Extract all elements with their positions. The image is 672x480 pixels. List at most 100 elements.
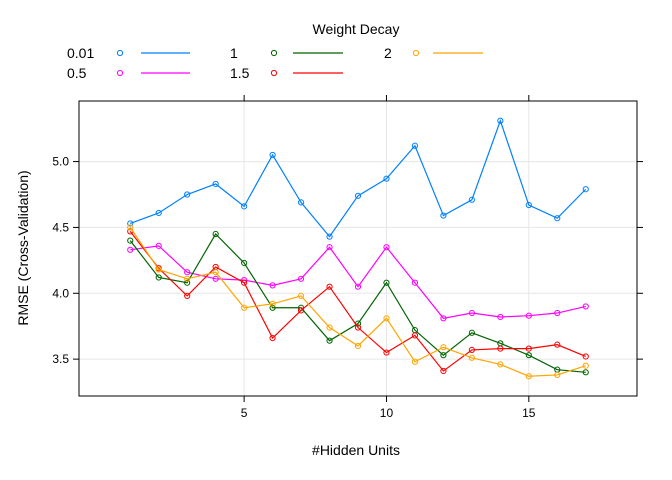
data-point: [497, 117, 504, 124]
series-group: [127, 117, 589, 380]
data-point: [582, 353, 589, 360]
data-point: [468, 354, 475, 361]
x-tick-label: 10: [380, 406, 394, 420]
data-point: [525, 352, 532, 359]
y-tick-label: 4.0: [52, 286, 69, 300]
data-point: [582, 303, 589, 310]
data-point: [269, 334, 276, 342]
data-point: [297, 307, 305, 314]
data-point: [326, 324, 333, 331]
legend-label: 1: [230, 45, 238, 61]
data-point: [554, 341, 561, 348]
data-point: [525, 345, 532, 352]
data-point: [184, 269, 191, 276]
legend-marker: [116, 49, 124, 57]
data-point: [155, 242, 162, 249]
data-point: [212, 180, 219, 188]
data-point: [269, 304, 276, 311]
data-point: [155, 266, 162, 273]
data-point: [497, 313, 504, 321]
data-point: [383, 175, 390, 182]
data-point: [554, 371, 561, 379]
data-point: [497, 361, 504, 368]
legend-marker: [412, 49, 420, 57]
data-point: [525, 373, 532, 380]
data-point: [155, 274, 162, 281]
data-point: [326, 283, 333, 290]
data-point: [468, 196, 475, 203]
data-point: [241, 304, 248, 311]
data-point: [326, 233, 333, 240]
data-point: [440, 212, 447, 219]
series-line: [129, 231, 586, 372]
data-point: [326, 337, 333, 344]
legend-label: 2: [384, 45, 392, 61]
series-line: [130, 118, 587, 238]
data-point: [440, 352, 447, 359]
data-point: [184, 279, 191, 286]
data-point: [269, 282, 276, 289]
data-point: [354, 192, 362, 199]
data-point: [468, 309, 475, 317]
legend-title: Weight Decay: [313, 21, 400, 37]
data-point: [582, 369, 589, 376]
data-point: [497, 345, 504, 352]
plot-frame: [78, 100, 638, 397]
legend-marker: [270, 49, 278, 57]
data-point: [127, 220, 134, 227]
data-point: [269, 151, 276, 159]
legend-label: 1.5: [230, 65, 250, 81]
data-point: [554, 215, 561, 222]
data-point: [212, 230, 219, 238]
x-tick-label: 15: [522, 406, 536, 420]
data-point: [184, 191, 191, 198]
data-point: [440, 367, 447, 375]
data-point: [326, 244, 333, 251]
data-point: [127, 237, 134, 244]
y-axis-label: RMSE (Cross-Validation): [15, 170, 31, 325]
y-tick-label: 5.0: [52, 155, 69, 169]
data-point: [582, 362, 589, 369]
data-point: [383, 315, 390, 322]
data-point: [411, 279, 419, 286]
legend-marker: [116, 69, 124, 77]
grid: [79, 101, 637, 396]
data-point: [411, 332, 419, 339]
data-point: [582, 186, 589, 193]
data-point: [297, 275, 305, 282]
data-point: [440, 315, 447, 322]
data-point: [297, 199, 305, 206]
x-axis-label: #Hidden Units: [312, 442, 400, 458]
data-point: [354, 342, 362, 350]
data-point: [297, 292, 305, 300]
series-line: [129, 227, 586, 377]
data-point: [212, 269, 219, 276]
series-line: [129, 233, 586, 373]
data-point: [411, 142, 419, 149]
data-point: [383, 279, 390, 286]
data-point: [127, 246, 134, 253]
legend: 0.01 0.5 1 1.5 2: [67, 45, 483, 81]
data-point: [241, 279, 248, 286]
data-point: [155, 209, 162, 217]
data-point: [554, 309, 561, 317]
axis-ticks: 5 10 15 3.5 4.0 4.5 5.0: [52, 95, 643, 420]
data-point: [241, 203, 248, 210]
data-point: [354, 324, 362, 331]
data-point: [184, 275, 191, 282]
data-point: [440, 344, 447, 351]
data-point: [383, 244, 390, 251]
legend-label: 0.01: [67, 45, 94, 61]
y-tick-label: 4.5: [52, 220, 69, 234]
data-point: [241, 259, 248, 267]
data-point: [525, 312, 532, 319]
x-tick-label: 5: [241, 406, 248, 420]
data-point: [212, 275, 219, 282]
y-tick-label: 3.5: [52, 352, 69, 366]
legend-marker: [270, 69, 278, 77]
data-point: [411, 358, 419, 365]
series-line: [130, 245, 586, 319]
data-point: [468, 329, 475, 336]
data-point: [383, 349, 390, 356]
